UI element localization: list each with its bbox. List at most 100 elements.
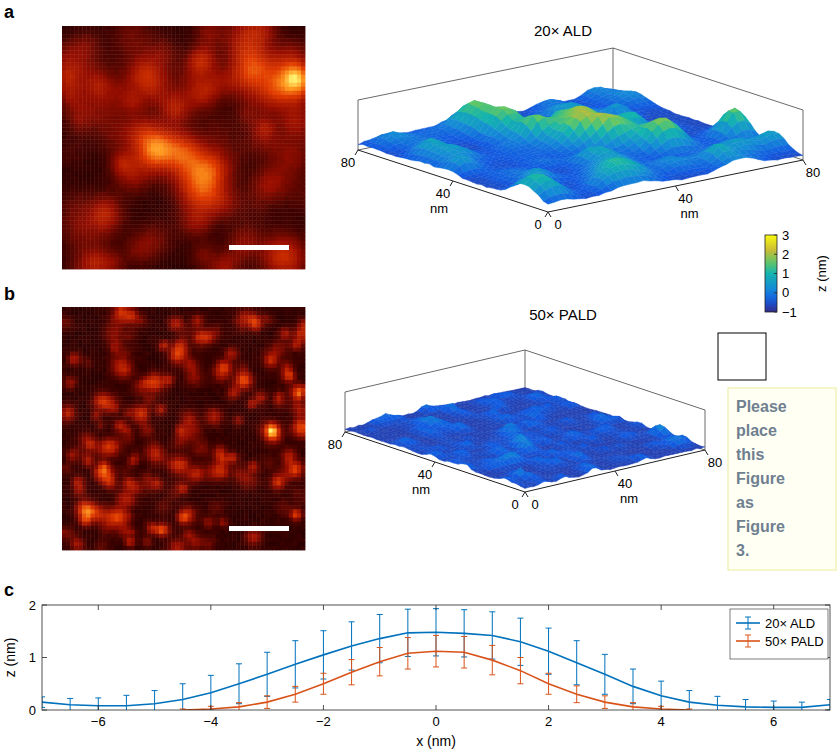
afm-pixel [94, 196, 98, 200]
afm-pixel [155, 127, 159, 131]
afm-pixel [171, 192, 175, 196]
afm-pixel [159, 148, 163, 152]
afm-pixel [184, 79, 188, 83]
afm-pixel [78, 261, 82, 265]
afm-pixel [111, 26, 115, 30]
afm-pixel [115, 192, 119, 196]
afm-pixel [98, 184, 102, 188]
afm-pixel [159, 75, 163, 79]
afm-pixel [188, 257, 192, 261]
afm-pixel [139, 50, 143, 54]
afm-pixel [98, 38, 102, 42]
afm-pixel [103, 204, 107, 208]
afm-pixel [66, 212, 70, 216]
afm-pixel [155, 111, 159, 115]
afm-pixel [94, 208, 98, 212]
afm-pixel [159, 119, 163, 123]
afm-pixel [82, 30, 86, 34]
afm-pixel [86, 50, 90, 54]
afm-pixel [74, 265, 78, 269]
afm-pixel [127, 87, 131, 91]
afm-pixel [147, 224, 151, 228]
afm-pixel [163, 204, 167, 208]
afm-pixel [66, 220, 70, 224]
afm-pixel [74, 67, 78, 71]
afm-pixel [175, 26, 179, 30]
afm-pixel [70, 184, 74, 188]
afm-pixel [82, 62, 86, 66]
afm-pixel [163, 75, 167, 79]
afm-pixel [127, 208, 131, 212]
afm-pixel [151, 67, 155, 71]
afm-pixel [135, 180, 139, 184]
afm-pixel [70, 131, 74, 135]
afm-pixel [123, 139, 127, 143]
afm-pixel [171, 229, 175, 233]
afm-pixel [103, 123, 107, 127]
afm-pixel [167, 83, 171, 87]
afm-pixel [62, 208, 66, 212]
afm-pixel [163, 168, 167, 172]
afm-pixel [103, 143, 107, 147]
afm-pixel [184, 168, 188, 172]
afm-pixel [155, 135, 159, 139]
afm-pixel [86, 119, 90, 123]
afm-pixel [70, 34, 74, 38]
afm-pixel [147, 257, 151, 261]
afm-pixel [163, 54, 167, 58]
afm-pixel [62, 249, 66, 253]
afm-pixel [115, 75, 119, 79]
afm-pixel [188, 200, 192, 204]
afm-pixel [86, 143, 90, 147]
afm-pixel [103, 30, 107, 34]
afm-pixel [139, 111, 143, 115]
afm-pixel [192, 204, 196, 208]
afm-pixel [143, 143, 147, 147]
afm-pixel [184, 38, 188, 42]
afm-pixel [184, 220, 188, 224]
afm-pixel [62, 107, 66, 111]
afm-pixel [155, 152, 159, 156]
afm-pixel [143, 208, 147, 212]
afm-pixel [155, 233, 159, 237]
afm-pixel [179, 216, 183, 220]
afm-pixel [159, 156, 163, 160]
afm-pixel [135, 38, 139, 42]
afm-pixel [78, 143, 82, 147]
afm-pixel [184, 152, 188, 156]
afm-pixel [147, 220, 151, 224]
afm-pixel [70, 229, 74, 233]
afm-pixel [119, 58, 123, 62]
afm-pixel [98, 54, 102, 58]
afm-pixel [151, 83, 155, 87]
afm-pixel [188, 26, 192, 30]
afm-pixel [78, 87, 82, 91]
afm-pixel [62, 139, 66, 143]
afm-pixel [147, 30, 151, 34]
afm-pixel [163, 200, 167, 204]
afm-pixel [135, 212, 139, 216]
afm-image [62, 26, 305, 269]
afm-pixel [66, 135, 70, 139]
afm-pixel [175, 265, 179, 269]
afm-pixel [123, 26, 127, 30]
afm-pixel [111, 196, 115, 200]
afm-pixel [62, 87, 66, 91]
afm-pixel [123, 103, 127, 107]
afm-pixel [139, 249, 143, 253]
afm-pixel [82, 99, 86, 103]
afm-pixel [151, 26, 155, 30]
afm-pixel [188, 131, 192, 135]
afm-pixel [82, 160, 86, 164]
afm-pixel [78, 160, 82, 164]
afm-pixel [107, 204, 111, 208]
afm-pixel [127, 188, 131, 192]
afm-pixel [171, 180, 175, 184]
afm-pixel [192, 75, 196, 79]
afm-pixel [78, 135, 82, 139]
afm-pixel [115, 220, 119, 224]
afm-pixel [196, 26, 200, 30]
afm-pixel [175, 115, 179, 119]
afm-pixel [147, 123, 151, 127]
afm-pixel [86, 38, 90, 42]
